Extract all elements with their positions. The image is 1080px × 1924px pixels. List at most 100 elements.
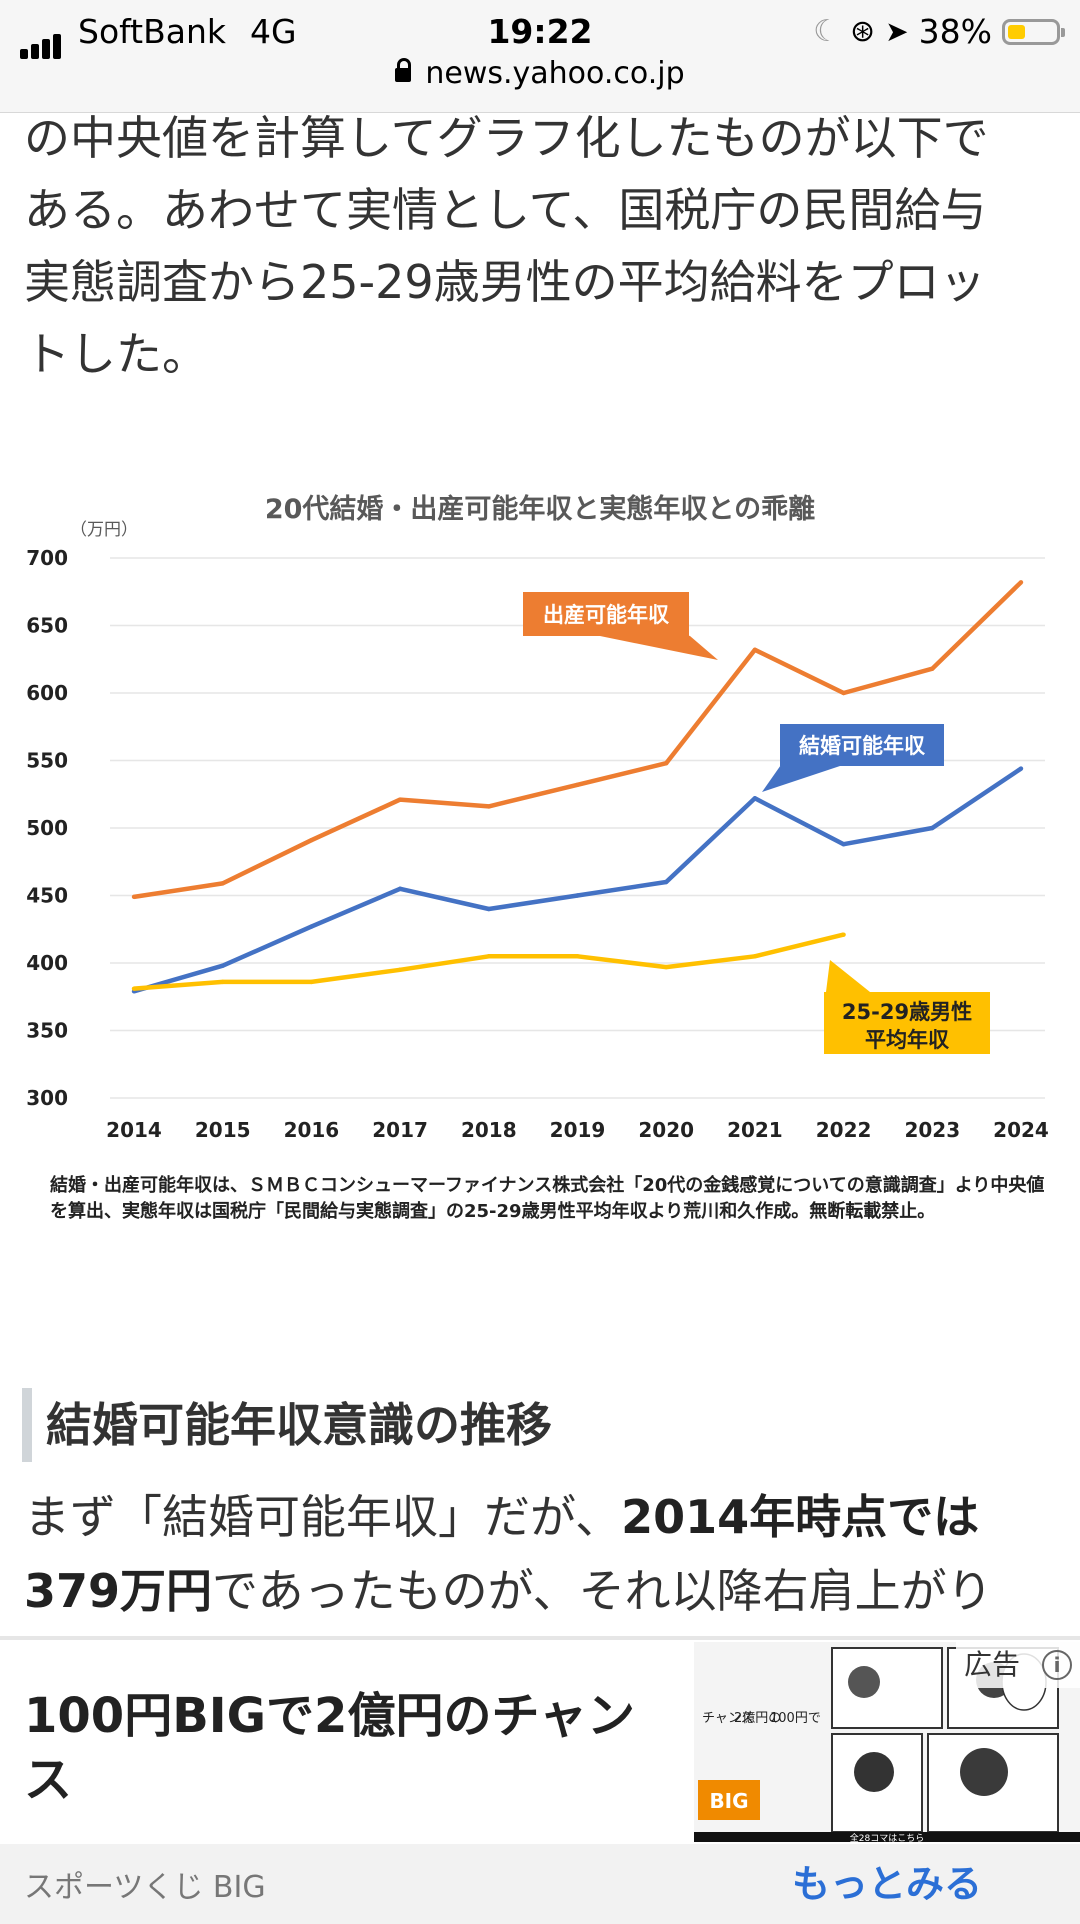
data-point <box>309 924 314 929</box>
ad-label-text: 広告 <box>964 1648 1021 1681</box>
browser-top-bar: SoftBank 4G 19:22 ☾ ⊛ ➤ 38% news.yahoo.c… <box>0 0 1080 113</box>
body-bold-text: 2014年時点では <box>621 1490 980 1544</box>
status-icons: ☾ ⊛ ➤ 38% <box>813 12 1065 51</box>
info-icon[interactable]: i <box>1042 1650 1072 1680</box>
data-point <box>397 886 403 891</box>
series-name: 平均年収 <box>865 1028 950 1052</box>
url-bar[interactable]: news.yahoo.co.jp <box>0 56 1080 106</box>
data-point <box>309 979 314 985</box>
data-point <box>752 796 758 801</box>
y-tick-label: 650 <box>26 614 68 638</box>
series-callout: 結婚可能年収 <box>762 724 944 792</box>
data-point <box>131 986 137 991</box>
ad-image-logo: BIG <box>709 1789 748 1813</box>
series-name: 25-29歳男性 <box>842 1000 972 1024</box>
data-point <box>131 894 137 900</box>
data-point <box>930 666 935 671</box>
more-button[interactable]: もっとみる <box>791 1862 982 1906</box>
y-tick-label: 500 <box>26 816 68 840</box>
y-tick-label: 350 <box>26 1019 68 1043</box>
x-tick-label: 2021 <box>727 1118 783 1142</box>
ad-image[interactable]: BIG 100円で 2億円の チャンス 全28コマはこちら 広告 i <box>694 1642 1080 1842</box>
data-point <box>220 979 225 985</box>
orientation-lock-icon: ⊛ <box>850 14 876 49</box>
data-point <box>486 954 491 959</box>
data-point <box>841 932 846 937</box>
data-point <box>575 782 580 787</box>
clock: 19:22 <box>487 12 593 51</box>
y-tick-label: 400 <box>26 951 68 975</box>
data-point <box>486 804 491 809</box>
x-tick-label: 2015 <box>195 1118 251 1142</box>
y-tick-label: 600 <box>26 681 68 705</box>
y-tick-label: 300 <box>26 1086 68 1110</box>
ad-image-line: 2億円の <box>734 1710 781 1726</box>
callout-pointer <box>826 960 870 992</box>
x-tick-label: 2019 <box>550 1118 606 1142</box>
data-point <box>664 879 669 885</box>
ad-banner[interactable]: 100円BIGで2億円のチャンス BIG 100円で 2億円の チャンス 全28… <box>0 1636 1080 1924</box>
callout-box <box>780 724 944 766</box>
location-arrow-icon: ➤ <box>885 15 909 48</box>
chart-unit-label: （万円） <box>70 520 138 540</box>
article-body: まず「結婚可能年収」だが、2014年時点では 379万円であったものが、それ以降… <box>24 1480 1064 1628</box>
y-tick-label: 450 <box>26 884 68 908</box>
ad-image-footer: 全28コマはこちら <box>850 1832 924 1842</box>
battery-percent: 38% <box>918 12 992 51</box>
data-point <box>1018 766 1024 771</box>
ad-label[interactable]: 広告 i <box>956 1642 1080 1688</box>
y-tick-label: 700 <box>26 546 68 570</box>
status-bar: SoftBank 4G 19:22 ☾ ⊛ ➤ 38% <box>0 8 1080 59</box>
x-tick-label: 2014 <box>106 1118 162 1142</box>
chart-caption: 結婚・出産可能年収は、ＳＭＢＣコンシューマーファイナンス株式会社「20代の金銭感… <box>50 1175 1045 1222</box>
data-point <box>752 954 758 959</box>
data-point <box>1018 580 1024 585</box>
data-point <box>575 954 580 959</box>
body-text: であったものが、それ以降右肩上がり <box>212 1564 993 1618</box>
data-point <box>397 967 403 972</box>
signal-strength-icon <box>20 20 64 59</box>
x-tick-label: 2016 <box>284 1118 340 1142</box>
article-paragraph: の中央値を計算してグラフ化したものが以下で ある。あわせて実情として、国税庁の民… <box>24 102 1054 390</box>
data-point <box>930 825 935 831</box>
ad-image-line: チャンス <box>702 1711 754 1726</box>
network-type: 4G <box>250 12 297 51</box>
ad-image-line: 100円で <box>770 1711 821 1726</box>
ad-footer: スポーツくじ BIG もっとみる <box>0 1844 1080 1924</box>
callout-box <box>523 592 689 636</box>
chart-title: 20代結婚・出産可能年収と実態年収との乖離 <box>265 493 815 525</box>
y-tick-label: 550 <box>26 749 68 773</box>
data-point <box>486 906 491 912</box>
ad-manga-illustration: BIG 100円で 2億円の チャンス 全28コマはこちら <box>694 1642 1080 1842</box>
data-point <box>575 893 580 898</box>
lock-icon <box>395 57 412 82</box>
url-text: news.yahoo.co.jp <box>425 56 685 91</box>
callout-box <box>824 992 990 1054</box>
data-point <box>309 837 314 843</box>
paragraph-line: 実態調査から25-29歳男性の平均給料をプロッ <box>24 255 986 309</box>
x-tick-label: 2020 <box>638 1118 694 1142</box>
x-tick-label: 2024 <box>993 1118 1049 1142</box>
data-point <box>841 690 846 696</box>
paragraph-line: トした。 <box>24 327 208 381</box>
series-name: 結婚可能年収 <box>799 734 926 758</box>
data-point <box>664 761 669 766</box>
x-tick-label: 2022 <box>816 1118 872 1142</box>
body-bold-text: 379万円 <box>24 1564 213 1618</box>
series-callout: 25-29歳男性平均年収 <box>824 960 990 1054</box>
data-point <box>220 963 225 968</box>
ad-title[interactable]: 100円BIGで2億円のチャンス <box>24 1688 635 1808</box>
data-point <box>664 964 669 970</box>
data-point <box>752 647 758 652</box>
battery-level <box>1008 24 1026 39</box>
data-point <box>220 881 225 886</box>
battery-icon <box>1002 18 1065 45</box>
series-callout: 出産可能年収 <box>523 592 718 660</box>
x-tick-label: 2018 <box>461 1118 517 1142</box>
section-heading: 結婚可能年収意識の推移 <box>22 1388 552 1462</box>
actual-income-line <box>133 932 845 991</box>
body-text: まず「結婚可能年収」だが、 <box>24 1490 622 1544</box>
x-tick-label: 2023 <box>904 1118 960 1142</box>
ad-source: スポーツくじ BIG <box>24 1870 266 1905</box>
